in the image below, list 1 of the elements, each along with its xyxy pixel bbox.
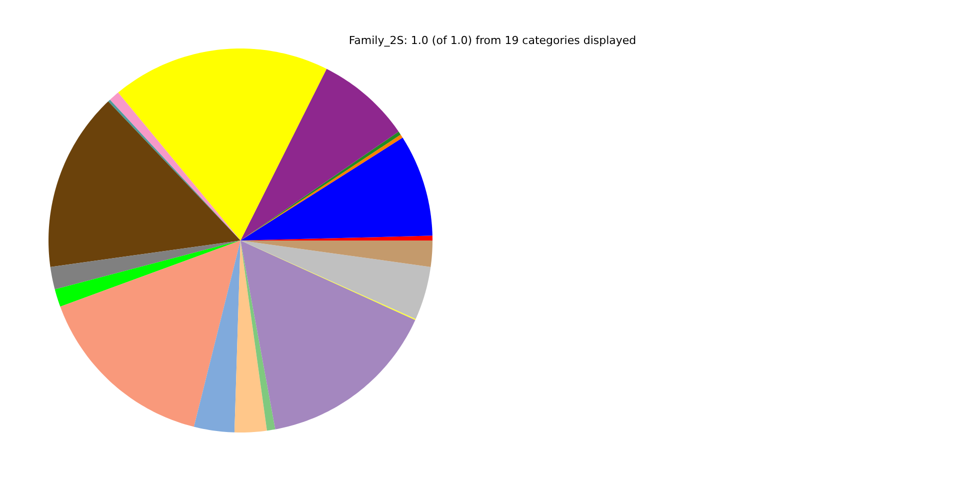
text: Family_2S: 1.0 (of 1.0) from 19 categories displayed	[348, 34, 636, 47]
